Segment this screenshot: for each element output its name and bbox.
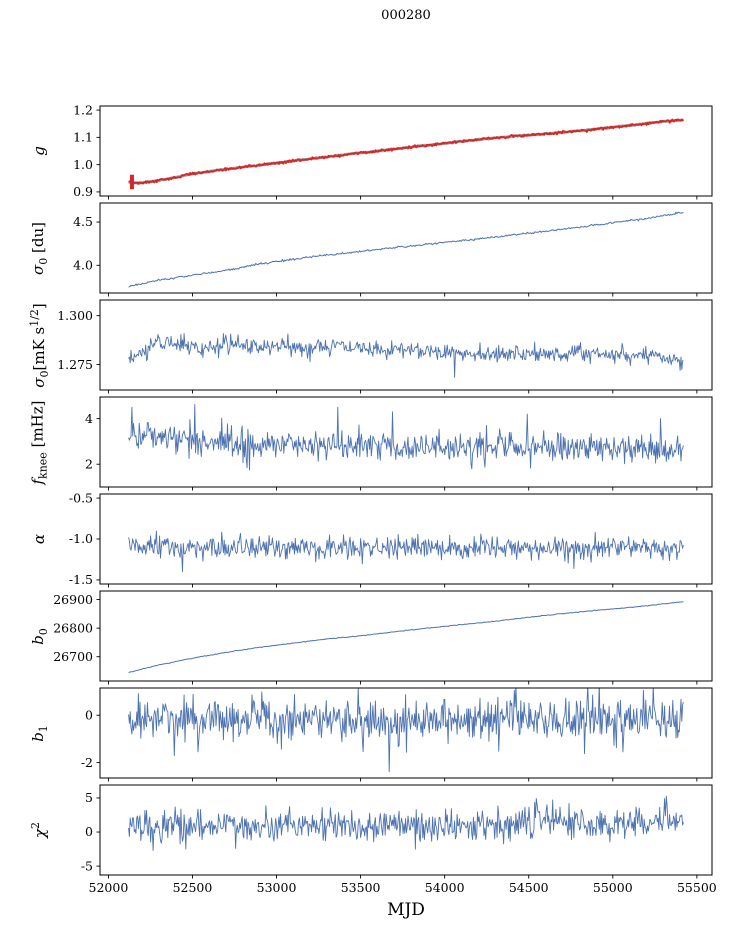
panel-frame-sigma0-du (99, 202, 713, 294)
y-tick-label: 26800 (53, 620, 93, 635)
y-tick-label: 1.1 (73, 130, 93, 145)
y-tick-label: 26700 (53, 649, 93, 664)
x-tick-label: 54500 (509, 880, 549, 895)
panel-frame-g (99, 105, 713, 197)
x-tick-label: 54000 (425, 880, 465, 895)
x-tick-label: 55000 (593, 880, 633, 895)
panel-g (128, 118, 685, 190)
y-tick-label: 1.300 (57, 308, 93, 323)
y-tick-label: 1.2 (73, 102, 93, 117)
panel-frame-alpha (99, 493, 713, 585)
panel-fknee (128, 404, 684, 471)
series-b1 (128, 688, 684, 773)
y-tick-label: 5 (85, 790, 93, 805)
panel-b0 (128, 601, 684, 673)
series-fknee (128, 404, 684, 471)
series-chi2 (128, 795, 684, 851)
panel-frame-fknee (99, 396, 713, 488)
y-tick-label: -0.5 (69, 490, 93, 505)
y-tick-label: -1.5 (69, 572, 93, 587)
series-sigma0-du (128, 211, 684, 288)
y-tick-label: 1.275 (57, 357, 93, 372)
panel-frame-sigma0-mk (99, 299, 713, 391)
x-tick-label: 53000 (257, 880, 297, 895)
series-gain-fit (128, 118, 685, 185)
panel-alpha (128, 530, 684, 573)
y-tick-label: -1.0 (69, 531, 93, 546)
panel-chi2 (128, 795, 684, 851)
panel-frame-b1 (99, 687, 713, 779)
x-tick-label: 52000 (89, 880, 129, 895)
y-tick-label: 4 (85, 411, 93, 426)
y-tick-label: 0 (85, 824, 93, 839)
y-tick-label: 2 (85, 456, 93, 471)
series-alpha (128, 530, 684, 573)
panel-frame-chi2 (99, 784, 713, 876)
chart-title: 000280 (381, 8, 431, 23)
x-tick-label: 52500 (173, 880, 213, 895)
x-tick-label: 53500 (341, 880, 381, 895)
x-tick-label: 55500 (677, 880, 717, 895)
series-gain-model (128, 118, 684, 185)
panel-sigma0-mk (128, 333, 684, 378)
y-tick-label: 26900 (53, 592, 93, 607)
y-tick-label: 0.9 (73, 184, 93, 199)
y-tick-label: 4.5 (73, 214, 93, 229)
series-sigma0-mk (128, 333, 684, 378)
panel-sigma0-du (128, 211, 684, 288)
y-tick-label: 1.0 (73, 157, 93, 172)
panel-b1 (128, 688, 684, 773)
y-tick-label: 4.0 (73, 258, 93, 273)
y-tick-label: -2 (81, 755, 93, 770)
y-tick-label: 0 (85, 707, 93, 722)
series-b0 (128, 601, 684, 673)
y-tick-label: -5 (81, 858, 93, 873)
x-axis-label: MJD (387, 900, 425, 920)
panel-frame-b0 (99, 590, 713, 682)
